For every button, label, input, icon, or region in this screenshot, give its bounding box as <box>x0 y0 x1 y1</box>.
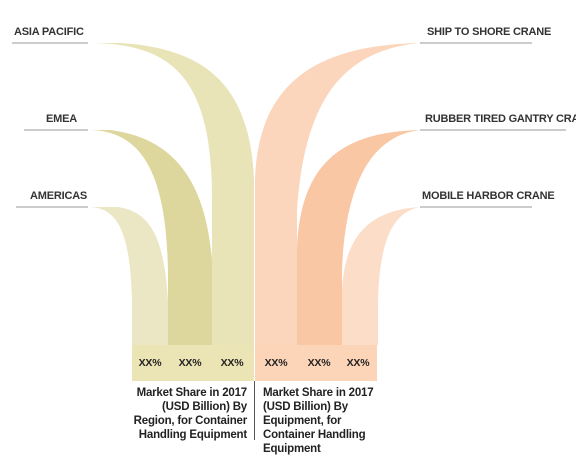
value-asia-pacific: XX% <box>220 357 244 369</box>
ribbon-asia-pacific <box>88 43 254 345</box>
label-americas: AMERICAS <box>30 190 88 202</box>
value-ship-to-shore-crane: XX% <box>264 357 288 369</box>
ribbon-ship-to-shore-crane <box>255 43 420 345</box>
caption-by-region: Market Share in 2017 (USD Billion) By Re… <box>133 387 248 441</box>
label-rubber-tired-gantry-crane: RUBBER TIRED GANTRY CRANE <box>425 113 576 125</box>
label-emea: EMEA <box>46 113 77 125</box>
left-base-strip <box>132 345 254 381</box>
caption-by-equipment: Market Share in 2017 (USD Billion) By Eq… <box>263 387 374 455</box>
label-mobile-harbor-crane: MOBILE HARBOR CRANE <box>422 190 555 202</box>
label-asia-pacific: ASIA PACIFIC <box>14 26 84 38</box>
right-base-strip <box>255 345 377 381</box>
value-mobile-harbor-crane: XX% <box>346 357 370 369</box>
ribbon-mobile-harbor-crane <box>342 207 420 345</box>
label-ship-to-shore-crane: SHIP TO SHORE CRANE <box>427 26 552 38</box>
ribbon-rubber-tired-gantry-crane <box>297 130 420 345</box>
value-emea: XX% <box>178 357 202 369</box>
ribbon-americas <box>88 207 168 345</box>
ribbon-emea <box>88 130 212 345</box>
value-americas: XX% <box>138 357 162 369</box>
value-rubber-tired-gantry-crane: XX% <box>307 357 331 369</box>
